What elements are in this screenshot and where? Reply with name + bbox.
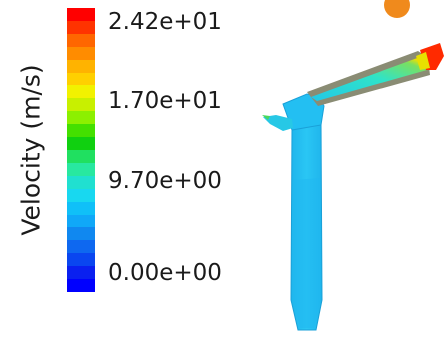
legend-tick-upper: 1.70e+01 [108, 88, 222, 114]
color-scale-band [67, 162, 95, 176]
velocity-color-scale [67, 8, 95, 292]
side-inlet-tip [262, 115, 270, 120]
color-scale-band [67, 98, 95, 112]
color-scale-band [67, 227, 95, 241]
color-scale-band [67, 279, 95, 292]
inclined-pipe-fluid [311, 57, 427, 101]
color-scale-band [67, 8, 95, 21]
color-scale-band [67, 46, 95, 60]
color-scale-band [67, 72, 95, 86]
orange-indicator-dot [384, 0, 410, 18]
color-scale-band [67, 188, 95, 202]
column-lower-shade [294, 178, 320, 328]
color-scale-band [67, 266, 95, 280]
color-scale-band [67, 253, 95, 267]
color-scale-band [67, 175, 95, 189]
color-scale-band [67, 149, 95, 163]
side-inlet-stub [263, 115, 293, 131]
color-scale-band [67, 33, 95, 47]
color-scale-band [67, 20, 95, 34]
color-scale-band [67, 201, 95, 215]
color-scale-band [67, 111, 95, 125]
legend-tick-min: 0.00e+00 [108, 260, 222, 286]
legend-tick-middle: 9.70e+00 [108, 168, 222, 194]
legend-tick-max: 2.42e+01 [108, 9, 222, 35]
color-scale-band [67, 214, 95, 228]
color-scale-band [67, 85, 95, 99]
color-scale-band [67, 137, 95, 150]
inlet-yellow-band [416, 52, 430, 70]
color-scale-band [67, 240, 95, 254]
color-scale-band [67, 124, 95, 138]
color-scale-band [67, 59, 95, 73]
